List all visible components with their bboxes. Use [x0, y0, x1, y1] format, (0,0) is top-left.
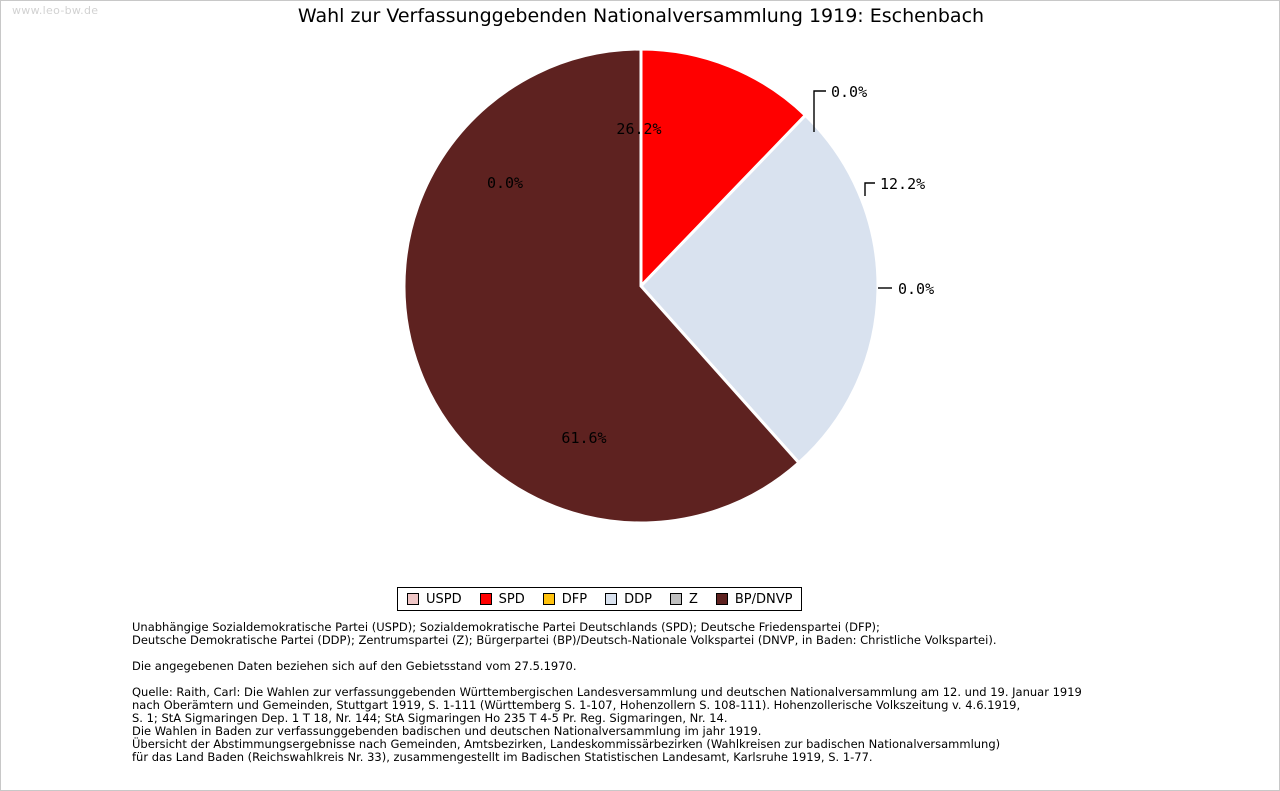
footnote-line: Die Wahlen in Baden zur verfassunggebend…	[132, 724, 762, 738]
legend-item-label: Z	[688, 591, 698, 607]
pie-slice-bp-dnvp[interactable]	[402, 47, 801, 525]
legend-swatch-icon	[407, 593, 419, 605]
pie-label-uspd: 0.0%	[487, 174, 523, 192]
pie-label-spd: 12.2%	[880, 175, 925, 193]
legend-item-label: SPD	[498, 591, 525, 607]
legend-item-label: BP/DNVP	[734, 591, 793, 607]
footnote-source: Quelle: Raith, Carl: Die Wahlen zur verf…	[132, 686, 1252, 764]
legend-item-label: USPD	[426, 591, 462, 607]
pie-label-bp-dnvp: 61.6%	[561, 429, 606, 447]
pie-callouts-group: 0.0% 12.2% 0.0% 0.0%	[487, 83, 934, 298]
pie-label-dfp: 0.0%	[831, 83, 867, 101]
legend-item-label: DFP	[561, 591, 588, 607]
legend-swatch-icon	[715, 593, 728, 605]
chart-legend: USPD SPD DFP DDP Z BP/DNVP	[397, 587, 803, 611]
pie-label-dfp-leader-line	[813, 90, 826, 132]
legend-swatch-icon	[669, 593, 682, 605]
legend-item-bp-dnvp[interactable]: BP/DNVP	[715, 591, 793, 607]
footnote-parties: Unabhängige Sozialdemokratische Partei (…	[132, 621, 1252, 647]
footnote-territory: Die angegebenen Daten beziehen sich auf …	[132, 660, 1252, 673]
legend-item-ddp[interactable]: DDP	[605, 592, 652, 607]
legend-item-z[interactable]: Z	[669, 591, 698, 607]
footnote-line: Quelle: Raith, Carl: Die Wahlen zur verf…	[132, 685, 1082, 699]
pie-label-spd-leader-line	[864, 182, 875, 196]
pie-label-ddp: 26.2%	[616, 120, 661, 138]
pie-slice-ddp[interactable]	[638, 113, 880, 465]
pie-chart-area: 0.0% 12.2% 0.0% 0.0% 26.2% 61.6%	[1, 1, 1280, 581]
site-watermark: www.leo-bw.de	[12, 4, 99, 17]
pie-slice-spd[interactable]	[639, 47, 808, 290]
footnote-line: Die angegebenen Daten beziehen sich auf …	[132, 659, 577, 673]
pie-inside-labels-group: 26.2% 61.6%	[561, 120, 661, 447]
footnote-line: nach Oberämtern und Gemeinden, Stuttgart…	[132, 698, 1021, 712]
legend-item-dfp[interactable]: DFP	[542, 591, 588, 607]
footnote-line: S. 1; StA Sigmaringen Dep. 1 T 18, Nr. 1…	[132, 711, 728, 725]
legend-swatch-icon	[605, 593, 618, 605]
footnote-line: Deutsche Demokratische Partei (DDP); Zen…	[132, 633, 997, 647]
legend-swatch-icon	[479, 593, 492, 605]
pie-label-z: 0.0%	[898, 280, 934, 298]
chart-title: Wahl zur Verfassunggebenden Nationalvers…	[297, 5, 985, 27]
footnote-line: Übersicht der Abstimmungsergebnisse nach…	[132, 737, 1001, 751]
chart-footnotes: Unabhängige Sozialdemokratische Partei (…	[132, 621, 1252, 764]
legend-item-uspd[interactable]: USPD	[407, 592, 462, 607]
legend-swatch-icon	[542, 593, 555, 605]
footnote-line: für das Land Baden (Reichswahlkreis Nr. …	[132, 750, 873, 764]
legend-item-label: DDP	[624, 591, 652, 607]
pie-chart-svg: 0.0% 12.2% 0.0% 0.0% 26.2% 61.6%	[402, 47, 934, 525]
legend-item-spd[interactable]: SPD	[479, 591, 525, 607]
pie-slices-group	[402, 47, 880, 525]
footnote-line: Unabhängige Sozialdemokratische Partei (…	[132, 620, 880, 634]
